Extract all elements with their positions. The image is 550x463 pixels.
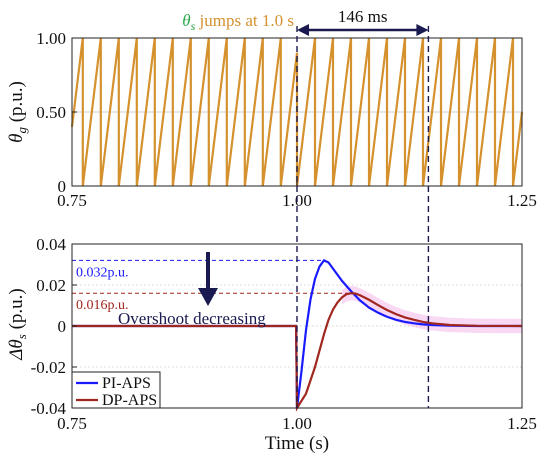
legend: PI-APS DP-APS [71, 371, 161, 409]
bottom-y-tick-label: 0.02 [36, 276, 66, 295]
interval-arrow-right-head [416, 24, 429, 36]
bottom-x-tick-label: 1.25 [507, 414, 537, 433]
interval-label: 146 ms [338, 7, 388, 26]
legend-pi-aps-label: PI-APS [102, 375, 151, 392]
bottom-y-tick-label: -0.04 [31, 399, 67, 418]
overshoot-label: Overshoot decreasing [118, 309, 266, 328]
pi-peak-label: 0.032p.u. [76, 265, 129, 280]
top-y-axis-label: θg (p.u.) [6, 81, 29, 143]
bottom-x-axis-label: Time (s) [265, 433, 329, 454]
down-arrow-icon [198, 252, 218, 306]
jump-marker-lines [296, 26, 430, 408]
top-y-tick-label: 1.00 [36, 29, 66, 48]
jump-annotation: θs jumps at 1.0 s [182, 11, 294, 33]
dp-peak-label: 0.016p.u. [76, 298, 129, 313]
bottom-y-axis-label: Δθs (p.u.) [6, 288, 29, 360]
legend-box [71, 371, 161, 409]
bottom-y-tick-label: 0 [58, 317, 67, 336]
bottom-x-tick-label: 1.00 [282, 414, 312, 433]
bottom-panel: 0.75 1.00 1.25 0.04 0.02 0 -0.02 -0.04 0.032p.u… [6, 235, 537, 454]
bottom-y-tick-label: -0.02 [31, 358, 66, 377]
top-y-tick-label: 0 [58, 177, 67, 196]
interval-arrow [297, 24, 429, 36]
bottom-ticks: 0.75 1.00 1.25 0.04 0.02 0 -0.02 -0.04 [31, 235, 537, 433]
dp-aps-line [72, 292, 523, 412]
interval-arrow-left-head [297, 24, 309, 36]
bottom-x-tick-label: 0.75 [57, 414, 87, 433]
bottom-y-tick-label: 0.04 [36, 235, 66, 254]
dp-aps-tolerance-band [342, 286, 522, 334]
top-y-tick-label: 0.50 [36, 103, 66, 122]
pi-aps-line [72, 259, 522, 409]
legend-dp-aps-label: DP-APS [102, 392, 157, 409]
top-x-tick-label: 1.25 [507, 191, 537, 210]
top-x-tick-label: 0.75 [57, 191, 87, 210]
peak-reference-lines [72, 259, 351, 294]
